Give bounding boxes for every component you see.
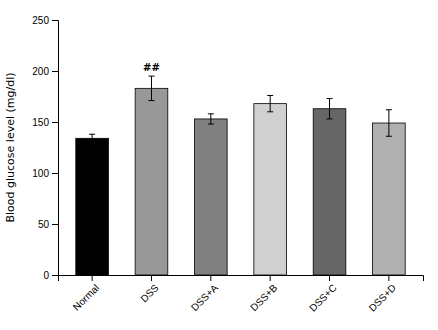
y-tick-mark	[52, 122, 58, 123]
x-tick: Normal	[71, 275, 102, 313]
x-tick-label: DSS+B	[248, 282, 279, 313]
y-tick-label: 100	[32, 168, 49, 179]
x-tick: DSS+A	[189, 275, 220, 313]
x-tick: DSS+D	[367, 275, 399, 314]
error-bar-cap-bottom	[386, 136, 392, 137]
error-bar	[89, 134, 95, 142]
error-bar-stem	[151, 76, 152, 100]
error-bar-cap-bottom	[327, 118, 333, 119]
plot: 0 50 100 150 200 250 Normal DSS DSS+A DSS+B DSS+C D…	[4, 15, 424, 314]
x-tick-mark	[270, 275, 271, 281]
error-bar-cap-bottom	[267, 111, 273, 112]
bar	[313, 109, 346, 275]
x-tick-label: DSS+D	[367, 282, 399, 314]
annotation: ##	[143, 62, 160, 73]
error-bar-stem	[388, 110, 389, 137]
y-tick-mark	[52, 224, 58, 225]
error-bar-cap-top	[327, 98, 333, 99]
x-axis-line	[59, 276, 424, 282]
bar	[195, 119, 228, 275]
error-bar-cap-top	[148, 76, 154, 77]
bar	[373, 123, 406, 275]
y-tick-label: 50	[38, 219, 50, 230]
y-axis: 0 50 100 150 200 250	[32, 15, 58, 281]
y-tick-label: 250	[32, 15, 49, 26]
y-axis-title: Blood glucose level (mg/dl)	[4, 72, 17, 222]
y-tick-mark	[52, 71, 58, 72]
y-axis-line	[52, 21, 59, 276]
bar	[135, 88, 168, 275]
y-tick: 100	[32, 168, 58, 179]
x-tick-mark	[151, 275, 152, 281]
bar	[76, 138, 109, 275]
y-tick: 250	[32, 15, 58, 26]
error-bar-cap-bottom	[148, 100, 154, 101]
x-tick-mark	[388, 275, 389, 281]
marks	[76, 76, 405, 275]
y-tick-label: 150	[32, 117, 49, 128]
error-bar	[267, 95, 273, 111]
error-bar-stem	[210, 114, 211, 124]
x-tick-label: Normal	[71, 282, 102, 313]
y-tick: 50	[38, 219, 58, 230]
y-tick-label: 200	[32, 66, 49, 77]
error-bar	[386, 110, 392, 137]
error-bar-stem	[270, 95, 271, 111]
x-tick: DSS	[138, 275, 161, 304]
x-tick-mark	[210, 275, 211, 281]
chart: 0 50 100 150 200 250 Normal DSS DSS+A DSS+B DSS+C D…	[0, 0, 438, 330]
x-tick-mark	[92, 275, 93, 281]
x-tick: DSS+C	[307, 275, 339, 314]
x-tick-label: DSS+A	[189, 282, 220, 313]
y-tick: 200	[32, 66, 58, 77]
y-tick: 150	[32, 117, 58, 128]
error-bar-cap-bottom	[89, 142, 95, 143]
bar	[254, 104, 287, 275]
error-bar-cap-top	[386, 109, 392, 110]
y-tick-mark	[52, 20, 58, 21]
error-bar-cap-top	[208, 113, 214, 114]
x-tick: DSS+B	[248, 275, 279, 313]
error-bar-stem	[92, 134, 93, 142]
x-tick-mark	[329, 275, 330, 281]
y-tick-label: 0	[43, 270, 49, 281]
x-axis: Normal DSS DSS+A DSS+B DSS+C DSS+D	[59, 275, 424, 314]
error-bar-cap-bottom	[208, 124, 214, 125]
y-tick-mark	[52, 275, 58, 276]
x-tick-label: DSS+C	[307, 282, 339, 314]
error-bar	[148, 76, 154, 100]
error-bar-stem	[329, 99, 330, 119]
error-bar-cap-top	[267, 95, 273, 96]
y-tick-mark	[52, 173, 58, 174]
x-tick-label: DSS	[138, 282, 161, 305]
error-bar	[208, 114, 214, 124]
y-tick: 0	[43, 270, 58, 281]
error-bar	[327, 99, 333, 119]
error-bar-cap-top	[89, 134, 95, 135]
